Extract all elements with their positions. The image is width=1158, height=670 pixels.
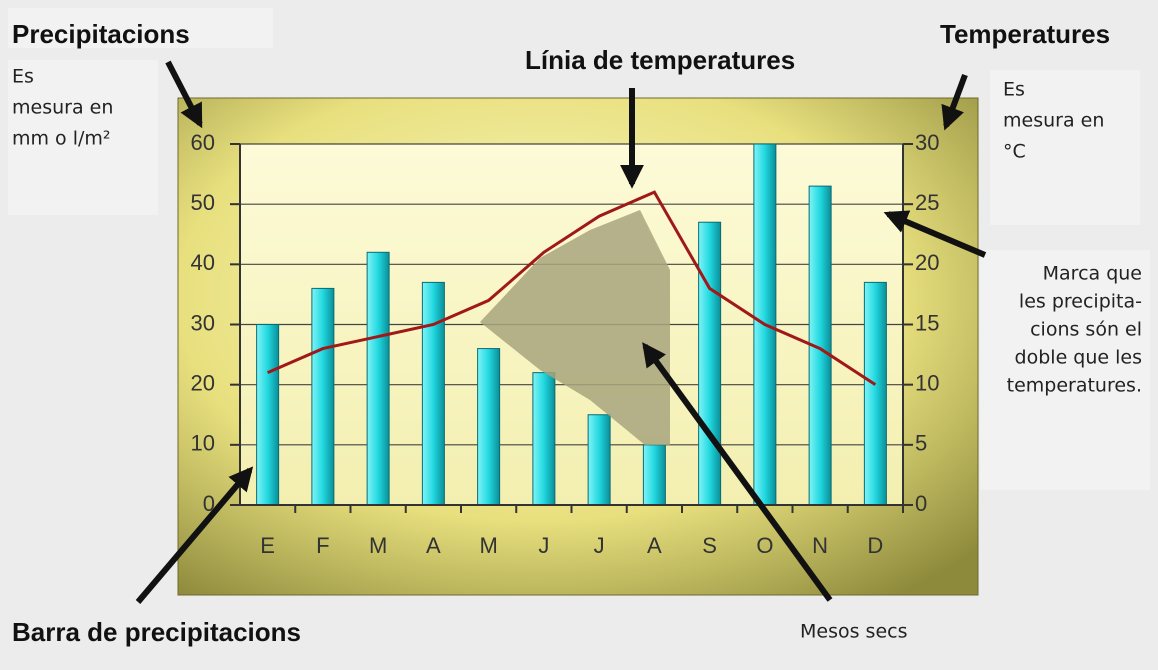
arrow bbox=[165, 60, 203, 129]
y-tick-label: 20 bbox=[191, 370, 215, 395]
bar bbox=[587, 414, 611, 506]
x-tick-label: S bbox=[702, 533, 717, 558]
label-box bbox=[990, 70, 1140, 225]
arrow bbox=[642, 342, 833, 602]
x-tick-label: J bbox=[538, 533, 549, 558]
bar bbox=[421, 281, 445, 506]
x-tick-label: F bbox=[316, 533, 329, 558]
x-tick-label: A bbox=[426, 533, 441, 558]
x-tick-label: O bbox=[756, 533, 773, 558]
note-line: cions són el bbox=[1030, 319, 1142, 341]
bar bbox=[311, 287, 335, 506]
right-title: Temperatures bbox=[940, 19, 1110, 49]
bar bbox=[366, 251, 390, 506]
x-tick-label: A bbox=[647, 533, 662, 558]
x-tick-label: J bbox=[594, 533, 605, 558]
bar bbox=[256, 324, 280, 506]
bar bbox=[863, 281, 887, 506]
note-line: Marca que bbox=[1043, 263, 1142, 285]
bar bbox=[698, 221, 722, 506]
y-tick-label: 60 bbox=[191, 130, 215, 155]
dry-area bbox=[480, 210, 670, 445]
note-line: mesura en bbox=[12, 97, 113, 119]
bar-note: Barra de precipitacions bbox=[12, 617, 301, 647]
y-tick-label: 50 bbox=[191, 190, 215, 215]
y2-tick-label: 25 bbox=[915, 190, 939, 215]
y-tick-label: 10 bbox=[191, 431, 215, 456]
arrow bbox=[941, 73, 968, 131]
x-tick-label: N bbox=[812, 533, 828, 558]
temperature-line bbox=[267, 190, 877, 386]
note-line: mm o l/m² bbox=[12, 128, 111, 150]
y2-tick-label: 30 bbox=[915, 130, 939, 155]
y-tick-label: 30 bbox=[191, 310, 215, 335]
y-tick-label: 40 bbox=[191, 250, 215, 275]
left-title: Precipitacions bbox=[12, 19, 190, 49]
x-tick-label: M bbox=[369, 533, 387, 558]
bar bbox=[532, 372, 556, 506]
y2-tick-label: 0 bbox=[915, 491, 927, 516]
bar bbox=[477, 348, 501, 506]
label-box bbox=[8, 8, 273, 48]
y-tick-label: 0 bbox=[203, 491, 215, 516]
note-line: temperatures. bbox=[1007, 375, 1142, 397]
note-line: Es bbox=[12, 66, 34, 88]
dry-note: Mesos secs bbox=[800, 621, 907, 643]
note-line: doble que les bbox=[1015, 347, 1142, 369]
note-line: mesura en bbox=[1003, 110, 1104, 132]
y2-tick-label: 20 bbox=[915, 250, 939, 275]
label-box bbox=[980, 250, 1150, 490]
line-note: Línia de temperatures bbox=[525, 45, 795, 75]
label-box bbox=[8, 60, 158, 215]
arrow bbox=[135, 466, 254, 604]
arrow bbox=[883, 210, 987, 258]
x-tick-label: M bbox=[479, 533, 497, 558]
note-line: les precipita- bbox=[1019, 291, 1142, 313]
note-line: °C bbox=[1003, 141, 1026, 163]
y2-tick-label: 5 bbox=[915, 431, 927, 456]
x-tick-label: D bbox=[867, 533, 883, 558]
note-line: Es bbox=[1003, 79, 1025, 101]
y2-tick-label: 10 bbox=[915, 370, 939, 395]
x-tick-label: E bbox=[260, 533, 275, 558]
bar bbox=[642, 444, 666, 506]
y2-tick-label: 15 bbox=[915, 310, 939, 335]
